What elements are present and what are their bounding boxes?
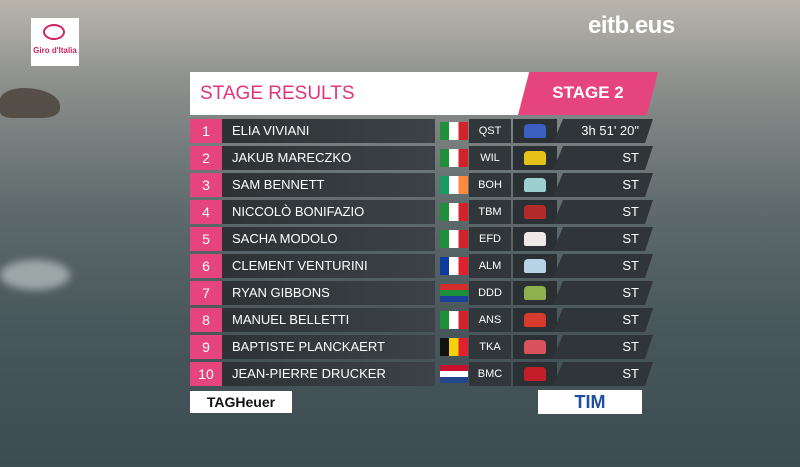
rider-name: BAPTISTE PLANCKAERT bbox=[222, 335, 435, 359]
jersey bbox=[524, 259, 546, 273]
flag bbox=[440, 176, 468, 194]
team-code: QST bbox=[469, 119, 511, 143]
team-code: DDD bbox=[469, 281, 511, 305]
rank: 8 bbox=[190, 308, 222, 332]
rider-name: JAKUB MARECZKO bbox=[222, 146, 435, 170]
coastline bbox=[0, 88, 60, 118]
team-code: WIL bbox=[469, 146, 511, 170]
time: ST bbox=[553, 281, 653, 305]
flag bbox=[440, 230, 468, 248]
rider-name: RYAN GIBBONS bbox=[222, 281, 435, 305]
rider-name: SAM BENNETT bbox=[222, 173, 435, 197]
rank: 2 bbox=[190, 146, 222, 170]
rider-name: CLEMENT VENTURINI bbox=[222, 254, 435, 278]
time: ST bbox=[553, 335, 653, 359]
jersey bbox=[524, 286, 546, 300]
team-code: ANS bbox=[469, 308, 511, 332]
flag bbox=[440, 122, 468, 140]
sponsor-logo: TIM bbox=[538, 390, 642, 414]
rank: 9 bbox=[190, 335, 222, 359]
header-bar bbox=[190, 72, 535, 115]
jersey bbox=[524, 124, 546, 138]
flag bbox=[440, 149, 468, 167]
time: 3h 51' 20" bbox=[553, 119, 653, 143]
rank: 5 bbox=[190, 227, 222, 251]
jersey bbox=[524, 232, 546, 246]
rider-name: MANUEL BELLETTI bbox=[222, 308, 435, 332]
rider-name: ELIA VIVIANI bbox=[222, 119, 435, 143]
jersey bbox=[524, 205, 546, 219]
time: ST bbox=[553, 227, 653, 251]
sea-foam bbox=[0, 260, 70, 290]
flag bbox=[440, 365, 468, 383]
stage-badge bbox=[518, 72, 658, 115]
rider-name: JEAN-PIERRE DRUCKER bbox=[222, 362, 435, 386]
time: ST bbox=[553, 200, 653, 224]
sponsor-logo: TAGHeuer bbox=[190, 391, 292, 413]
rider-name: SACHA MODOLO bbox=[222, 227, 435, 251]
race-logo-text: Giro d'Italia bbox=[33, 46, 77, 55]
flag bbox=[440, 311, 468, 329]
header-title: STAGE RESULTS bbox=[200, 83, 355, 104]
team-code: TKA bbox=[469, 335, 511, 359]
rider-name: NICCOLÒ BONIFAZIO bbox=[222, 200, 435, 224]
time: ST bbox=[553, 308, 653, 332]
team-code: BOH bbox=[469, 173, 511, 197]
rank: 4 bbox=[190, 200, 222, 224]
rank: 1 bbox=[190, 119, 222, 143]
rank: 7 bbox=[190, 281, 222, 305]
broadcaster-logo: eitb.eus bbox=[588, 12, 675, 39]
flag bbox=[440, 257, 468, 275]
team-code: BMC bbox=[469, 362, 511, 386]
time: ST bbox=[553, 254, 653, 278]
race-logo: Giro d'Italia bbox=[31, 18, 79, 66]
team-code: ALM bbox=[469, 254, 511, 278]
flag bbox=[440, 203, 468, 221]
flag bbox=[440, 338, 468, 356]
team-code: EFD bbox=[469, 227, 511, 251]
jersey bbox=[524, 367, 546, 381]
jersey bbox=[524, 313, 546, 327]
jersey bbox=[524, 151, 546, 165]
race-logo-icon bbox=[43, 24, 65, 40]
jersey bbox=[524, 340, 546, 354]
time: ST bbox=[553, 173, 653, 197]
flag bbox=[440, 284, 468, 302]
team-code: TBM bbox=[469, 200, 511, 224]
rank: 10 bbox=[190, 362, 222, 386]
rank: 6 bbox=[190, 254, 222, 278]
rank: 3 bbox=[190, 173, 222, 197]
time: ST bbox=[553, 362, 653, 386]
stage-label: STAGE 2 bbox=[552, 83, 624, 102]
jersey bbox=[524, 178, 546, 192]
time: ST bbox=[553, 146, 653, 170]
